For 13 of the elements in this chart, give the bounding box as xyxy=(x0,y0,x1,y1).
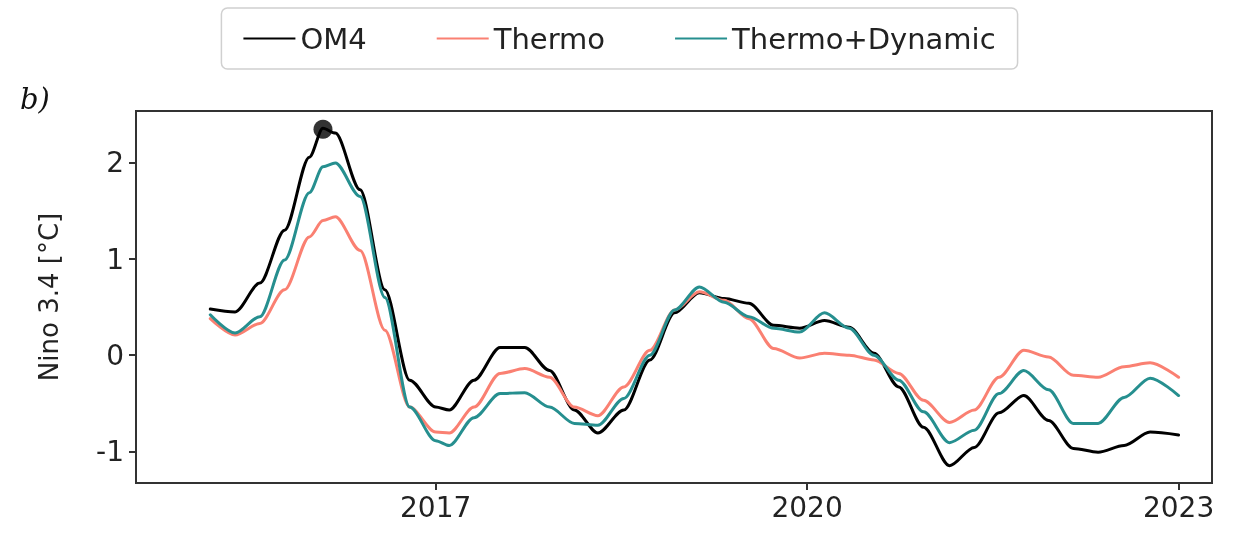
legend-label: OM4 xyxy=(300,21,367,56)
x-tick-label: 2017 xyxy=(400,490,472,524)
legend-label: Thermo+Dynamic xyxy=(731,21,996,56)
y-tick-label: 1 xyxy=(106,242,124,276)
legend-label: Thermo xyxy=(492,21,606,56)
y-axis-title: Nino 3.4 [°C] xyxy=(34,212,64,382)
y-tick-label: -1 xyxy=(96,434,124,468)
y-tick-label: 0 xyxy=(106,338,124,372)
text: b) xyxy=(20,81,50,116)
line-series xyxy=(208,161,1181,448)
x-tick-label: 2020 xyxy=(771,490,843,524)
x-tick-label: 2023 xyxy=(1142,490,1215,524)
y-tick-label: 2 xyxy=(106,146,124,180)
